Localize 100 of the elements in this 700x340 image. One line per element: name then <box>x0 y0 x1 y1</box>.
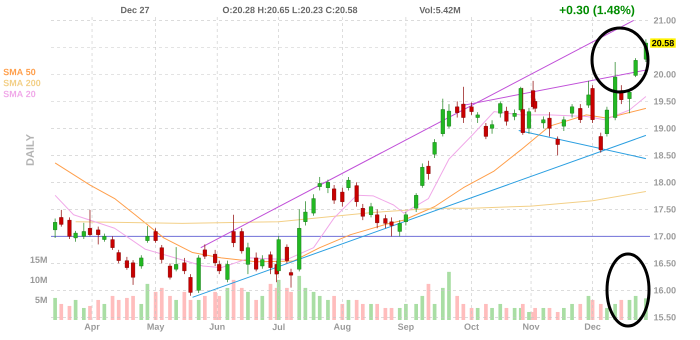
candlestick <box>53 218 58 238</box>
candlestick <box>426 160 431 180</box>
x-tick-label: Sep <box>398 324 414 332</box>
bar <box>110 296 114 320</box>
candlestick <box>520 88 525 136</box>
bar <box>59 304 64 320</box>
line-series <box>75 191 646 224</box>
bar <box>390 308 394 320</box>
candlestick <box>174 246 178 272</box>
bar <box>455 296 460 320</box>
bar <box>285 288 289 320</box>
y2-tick-label: 10M <box>30 276 47 284</box>
bar <box>490 308 494 320</box>
candlestick <box>562 116 566 132</box>
candlestick <box>414 192 418 212</box>
candlestick <box>476 112 480 124</box>
candlestick <box>154 228 158 244</box>
y-tick-label: 17.50 <box>654 206 676 213</box>
bar <box>232 280 236 320</box>
candlestick <box>303 200 308 226</box>
candlestick <box>346 176 351 191</box>
bar <box>578 304 582 320</box>
bar <box>447 272 451 320</box>
bar <box>375 304 380 320</box>
text: SMA 50 <box>3 68 36 76</box>
candlestick <box>232 214 236 248</box>
candlestick <box>627 89 632 114</box>
bar <box>332 296 336 320</box>
candlestick <box>254 252 258 272</box>
x-tick-label: Jun <box>209 324 225 330</box>
candlestick <box>556 136 560 156</box>
candlestick <box>432 138 437 158</box>
text: O:20.28 H:20.65 L:20.23 C:20.58 <box>222 6 358 14</box>
bar <box>125 298 129 320</box>
bar <box>82 308 86 320</box>
y2-tick-label: 15M <box>30 256 47 263</box>
candlestick <box>634 58 638 78</box>
x-tick-label: May <box>147 324 164 332</box>
candlestick <box>145 226 150 244</box>
y-tick-label: 15.50 <box>654 314 676 320</box>
candlestick <box>604 106 609 137</box>
text: Dec 27 <box>121 6 150 14</box>
bar <box>116 300 121 320</box>
bar <box>398 308 402 320</box>
bar <box>160 288 164 320</box>
candlestick <box>124 256 129 270</box>
candlestick <box>526 107 532 134</box>
candlestick <box>484 122 488 140</box>
bar <box>96 300 100 320</box>
candlestick <box>202 244 207 260</box>
candlestick <box>268 251 273 274</box>
bar <box>512 308 516 320</box>
y-tick-label: 18.50 <box>654 152 676 159</box>
candlestick <box>82 222 86 240</box>
candlestick <box>225 260 230 283</box>
bar <box>484 304 488 320</box>
candlestick <box>260 254 264 270</box>
bar <box>426 284 430 320</box>
bar <box>268 284 272 320</box>
candlestick <box>88 210 92 237</box>
bar <box>139 304 144 320</box>
bar <box>520 304 525 320</box>
candlestick <box>541 116 546 129</box>
bar <box>289 292 293 320</box>
candlestick <box>59 210 64 227</box>
candlestick <box>240 228 244 254</box>
candlestick <box>446 104 452 129</box>
bar <box>598 304 603 320</box>
y-tick-label: 21.00 <box>654 17 676 24</box>
bar <box>384 308 388 320</box>
x-tick-label: Dec <box>584 324 601 330</box>
candlestick <box>398 220 402 237</box>
bar <box>53 298 57 320</box>
candlestick <box>326 179 330 194</box>
y2-tick-label: 5M <box>35 296 47 304</box>
candlestick <box>284 244 289 264</box>
candlestick <box>160 244 164 264</box>
text: SMA 200 <box>3 80 40 86</box>
bar <box>556 312 560 320</box>
bar <box>440 288 445 320</box>
bar <box>68 306 72 320</box>
y-tick-label: 17.00 <box>654 233 676 240</box>
y-tick-label: 16.00 <box>654 287 676 294</box>
bar <box>246 292 250 320</box>
candlestick <box>318 176 322 191</box>
bar <box>590 300 594 320</box>
bar <box>586 296 590 320</box>
bar <box>304 288 308 320</box>
candlestick <box>110 236 115 250</box>
bar <box>504 308 508 320</box>
y-tick-label: 19.00 <box>654 125 676 132</box>
y-tick-label: 16.50 <box>654 260 676 267</box>
candlestick <box>182 258 186 274</box>
text: Vol:5.42M <box>419 6 460 14</box>
candlestick <box>139 254 144 270</box>
y-tick-label: 18.00 <box>654 179 676 186</box>
candlestick <box>490 120 494 134</box>
candlestick <box>131 260 136 286</box>
candlestick <box>312 194 316 216</box>
bar <box>318 296 322 320</box>
